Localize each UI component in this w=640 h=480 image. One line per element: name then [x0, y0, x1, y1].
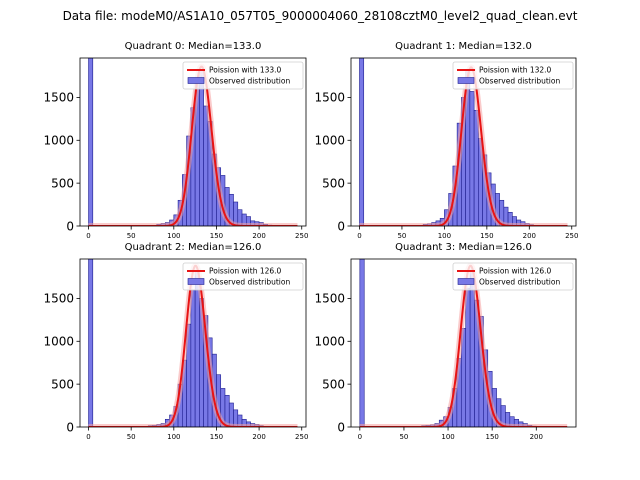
- quadrant-2-xtick-label: 200: [252, 433, 265, 441]
- quadrant-2-xtick-label: 0: [86, 433, 90, 441]
- quadrant-1-poisson-line: [359, 66, 568, 226]
- quadrant-2-legend: Poission with 126.0 Observed distribution: [182, 262, 304, 291]
- quadrant-1-title: Quadrant 1: Median=132.0: [395, 41, 532, 52]
- quadrant-0-xtick-label: 50: [127, 232, 136, 240]
- figure-title: Data file: modeM0/AS1A10_057T05_90000040…: [63, 9, 578, 23]
- quadrant-3-title: Quadrant 3: Median=126.0: [395, 242, 532, 253]
- quadrant-2-frame: [79, 258, 307, 428]
- quadrant-1-legend-bar-swatch: [457, 77, 475, 84]
- quadrant-3-frame: [350, 258, 577, 428]
- quadrant-0-ytick-label: 0: [66, 219, 74, 233]
- quadrant-1-ytick-label: 0: [337, 219, 345, 233]
- quadrant-0-bar: [203, 105, 209, 226]
- quadrant-3-panel: Quadrant 3: Median=126.0 0 50 100 150 200 0 500…: [314, 242, 577, 441]
- quadrant-2-bar: [228, 402, 234, 427]
- quadrant-0-xtick-label: 0: [86, 232, 90, 240]
- quadrant-1-xtick-label: 0: [357, 232, 361, 240]
- quadrant-2-panel: Quadrant 2: Median=126.0 0 50 100 150 200 250 0…: [43, 242, 308, 441]
- quadrant-2-bar: [88, 259, 94, 427]
- quadrant-3-poisson-line: [359, 264, 568, 427]
- quadrant-0-ytick-label: 1000: [43, 134, 74, 148]
- quadrant-1-xtick-label: 50: [397, 232, 406, 240]
- quadrant-2-xtick-label: 150: [210, 433, 223, 441]
- quadrant-2-ytick-label: 500: [51, 377, 74, 391]
- quadrant-0-xtick-label: 250: [295, 232, 308, 240]
- quadrant-0-bar: [199, 68, 204, 226]
- quadrant-1-xtick-label: 100: [438, 232, 451, 240]
- quadrant-1-legend-observed-label: Observed distribution: [479, 77, 560, 86]
- quadrant-2-title: Quadrant 2: Median=126.0: [125, 242, 262, 253]
- quadrant-3-ytick-label: 1000: [314, 335, 345, 349]
- quadrant-3-xtick-label: 150: [485, 433, 498, 441]
- quadrant-0-legend-observed-label: Observed distribution: [209, 77, 290, 86]
- quadrant-1-frame: [350, 57, 577, 227]
- quadrant-3-ytick-label: 1500: [314, 292, 345, 306]
- quadrant-0-legend-poisson-label: Poission with 133.0: [209, 66, 282, 75]
- quadrant-0-xtick-label: 150: [210, 232, 223, 240]
- quadrant-0-legend-box: [182, 61, 304, 90]
- quadrant-0-frame: [79, 57, 307, 227]
- quadrant-2-legend-box: [182, 262, 304, 291]
- quadrant-3-legend-bar-swatch: [457, 278, 475, 285]
- quadrant-2-xtick-label: 250: [295, 433, 308, 441]
- quadrant-0-title: Quadrant 0: Median=133.0: [125, 41, 262, 52]
- quadrant-2-legend-observed-label: Observed distribution: [209, 278, 290, 287]
- quadrant-0-poisson-line: [88, 65, 298, 226]
- quadrant-3-ytick-label: 500: [322, 377, 345, 391]
- quadrant-3-xtick-label: 200: [530, 433, 543, 441]
- quadrant-0-xtick-label: 200: [252, 232, 265, 240]
- quadrant-1-plot-area: [357, 58, 570, 226]
- quadrant-3-bar: [359, 259, 365, 427]
- quadrant-1-ytick-label: 1000: [314, 134, 345, 148]
- quadrant-3-legend-poisson-label: Poission with 126.0: [479, 267, 552, 276]
- quadrant-0-panel: Quadrant 0: Median=133.0 0 50 100 150 200 250 0…: [43, 41, 308, 240]
- quadrant-2-legend-poisson-label: Poission with 126.0: [209, 267, 282, 276]
- quadrant-2-xtick-label: 100: [167, 433, 180, 441]
- quadrant-3-bar: [465, 287, 471, 427]
- quadrant-0-ytick-label: 1500: [43, 91, 74, 105]
- quadrant-1-xtick-label: 150: [480, 232, 493, 240]
- quadrant-2-xtick-label: 50: [127, 433, 136, 441]
- quadrant-3-xtick-label: 50: [399, 433, 408, 441]
- quadrant-3-xtick-label: 100: [441, 433, 454, 441]
- quadrant-0-ytick-label: 500: [51, 176, 74, 190]
- quadrant-1-xtick-label: 200: [523, 232, 536, 240]
- quadrant-1-panel: Quadrant 1: Median=132.0 0 50 100 150 200 250 0…: [314, 41, 578, 240]
- quadrant-2-legend-bar-swatch: [187, 278, 205, 285]
- quadrant-2-ytick-label: 0: [66, 420, 74, 434]
- quadrant-0-bar: [88, 58, 94, 226]
- quadrant-0-xtick-label: 100: [167, 232, 180, 240]
- quadrant-1-bar: [469, 91, 475, 226]
- quadrant-2-ytick-label: 1500: [43, 292, 74, 306]
- quadrant-3-xtick-label: 0: [358, 433, 362, 441]
- quadrant-0-plot-area: [86, 58, 300, 226]
- quadrant-0-legend-bar-swatch: [187, 77, 205, 84]
- quadrant-3-legend: Poission with 126.0 Observed distribution: [452, 262, 574, 291]
- quadrant-1-ytick-label: 1500: [314, 91, 345, 105]
- quadrant-1-bar: [359, 58, 365, 226]
- quadrant-3-plot-area: [357, 259, 570, 427]
- quadrant-1-xtick-label: 250: [565, 232, 578, 240]
- quadrant-2-bar: [190, 289, 196, 427]
- quadrant-2-ytick-label: 1000: [43, 335, 74, 349]
- quadrant-0-legend: Poission with 133.0 Observed distribution: [182, 61, 304, 90]
- quadrant-1-legend-box: [452, 61, 574, 90]
- quadrant-1-legend: Poission with 132.0 Observed distribution: [452, 61, 574, 90]
- quadrant-1-bar: [473, 109, 479, 226]
- quadrant-1-ytick-label: 500: [322, 176, 345, 190]
- quadrant-3-legend-observed-label: Observed distribution: [479, 278, 560, 287]
- quadrant-1-legend-poisson-label: Poission with 132.0: [479, 66, 552, 75]
- quadrant-3-ytick-label: 0: [337, 420, 345, 434]
- quadrant-3-legend-box: [452, 262, 574, 291]
